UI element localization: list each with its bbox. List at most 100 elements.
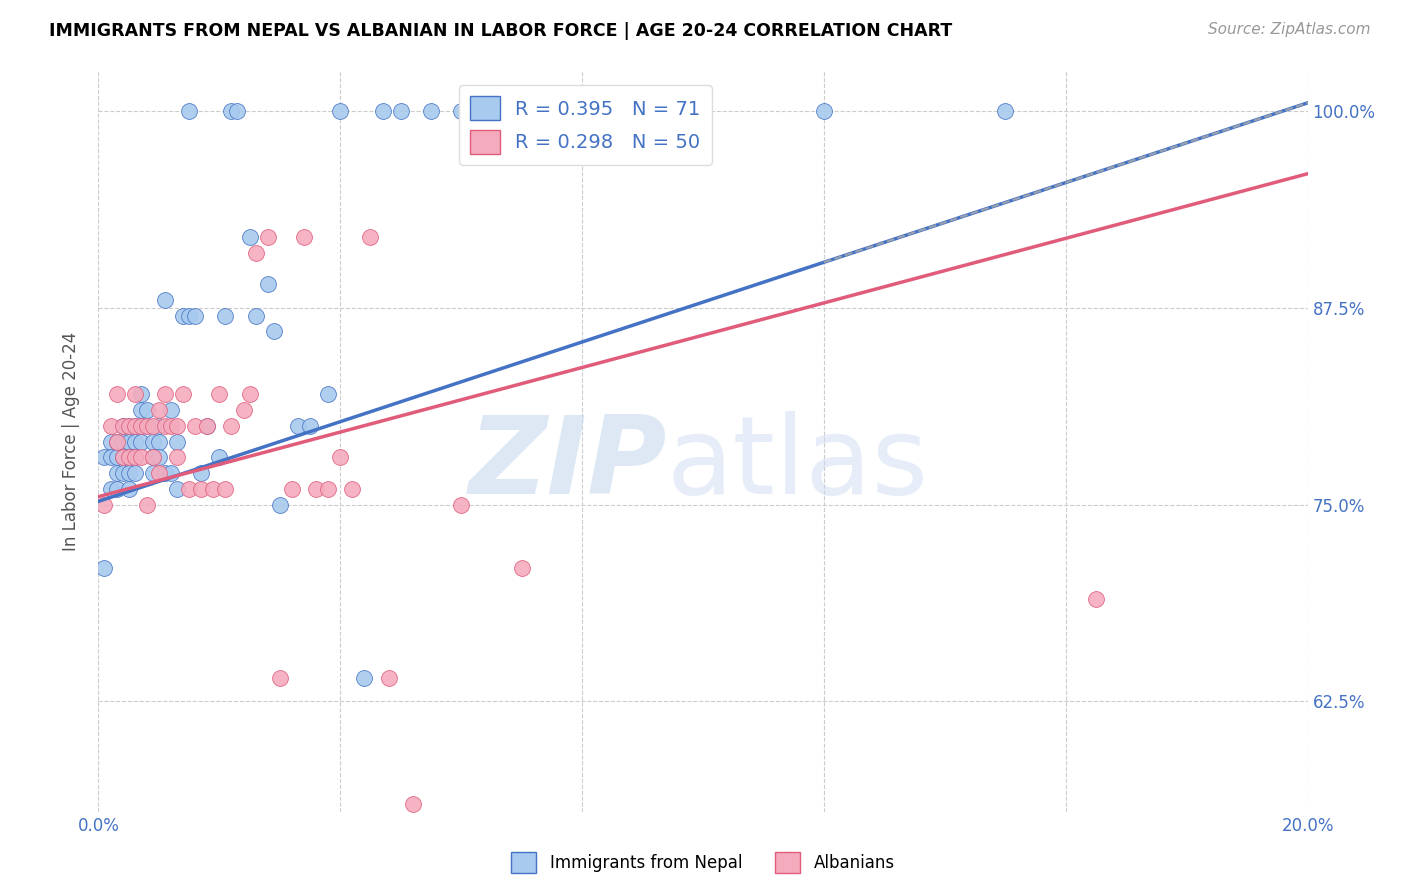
Point	[166, 482, 188, 496]
Point	[510, 560, 533, 574]
Point	[179, 103, 201, 118]
Point	[129, 403, 152, 417]
Point	[184, 418, 207, 433]
Point	[239, 387, 262, 401]
Point	[263, 324, 285, 338]
Point	[105, 387, 128, 401]
Point	[111, 466, 134, 480]
Point	[118, 450, 141, 465]
Point	[118, 418, 141, 433]
Point	[214, 482, 236, 496]
Point	[135, 418, 157, 433]
Point	[305, 482, 328, 496]
Point	[153, 387, 176, 401]
Point	[160, 418, 183, 433]
Point	[105, 434, 128, 449]
Legend: Immigrants from Nepal, Albanians: Immigrants from Nepal, Albanians	[505, 846, 901, 880]
Point	[329, 103, 352, 118]
Point	[124, 387, 146, 401]
Point	[105, 434, 128, 449]
Text: IMMIGRANTS FROM NEPAL VS ALBANIAN IN LABOR FORCE | AGE 20-24 CORRELATION CHART: IMMIGRANTS FROM NEPAL VS ALBANIAN IN LAB…	[49, 22, 952, 40]
Point	[232, 403, 254, 417]
Point	[93, 498, 115, 512]
Point	[281, 482, 304, 496]
Point	[105, 482, 128, 496]
Point	[299, 418, 322, 433]
Point	[510, 103, 533, 118]
Point	[239, 229, 262, 244]
Point	[179, 482, 201, 496]
Point	[124, 434, 146, 449]
Point	[571, 103, 593, 118]
Point	[269, 498, 291, 512]
Point	[256, 277, 278, 291]
Point	[692, 103, 714, 118]
Point	[142, 450, 165, 465]
Point	[420, 103, 443, 118]
Point	[208, 450, 231, 465]
Point	[124, 418, 146, 433]
Point	[129, 387, 152, 401]
Point	[166, 418, 188, 433]
Point	[118, 418, 141, 433]
Point	[450, 498, 472, 512]
Point	[129, 418, 152, 433]
Point	[402, 797, 425, 811]
Point	[208, 387, 231, 401]
Point	[124, 466, 146, 480]
Point	[93, 450, 115, 465]
Text: Source: ZipAtlas.com: Source: ZipAtlas.com	[1208, 22, 1371, 37]
Point	[135, 418, 157, 433]
Point	[179, 309, 201, 323]
Point	[153, 293, 176, 307]
Point	[111, 450, 134, 465]
Point	[118, 466, 141, 480]
Point	[360, 229, 382, 244]
Point	[129, 434, 152, 449]
Point	[124, 418, 146, 433]
Point	[377, 671, 399, 685]
Point	[111, 434, 134, 449]
Point	[100, 482, 122, 496]
Point	[269, 671, 291, 685]
Point	[148, 418, 170, 433]
Point	[124, 450, 146, 465]
Point	[129, 450, 152, 465]
Point	[202, 482, 225, 496]
Point	[118, 450, 141, 465]
Point	[450, 103, 472, 118]
Y-axis label: In Labor Force | Age 20-24: In Labor Force | Age 20-24	[62, 332, 80, 551]
Point	[316, 482, 339, 496]
Point	[142, 450, 165, 465]
Point	[190, 466, 212, 480]
Text: ZIP: ZIP	[468, 410, 666, 516]
Point	[135, 498, 157, 512]
Point	[329, 450, 352, 465]
Point	[111, 418, 134, 433]
Point	[129, 418, 152, 433]
Point	[118, 434, 141, 449]
Point	[631, 103, 654, 118]
Point	[292, 229, 315, 244]
Point	[245, 309, 267, 323]
Legend: R = 0.395   N = 71, R = 0.298   N = 50: R = 0.395 N = 71, R = 0.298 N = 50	[458, 85, 711, 165]
Point	[389, 103, 412, 118]
Point	[153, 466, 176, 480]
Point	[142, 418, 165, 433]
Point	[481, 103, 503, 118]
Point	[221, 103, 243, 118]
Point	[135, 403, 157, 417]
Point	[287, 418, 309, 433]
Point	[160, 403, 183, 417]
Point	[994, 103, 1017, 118]
Point	[166, 434, 188, 449]
Point	[166, 450, 188, 465]
Point	[148, 466, 170, 480]
Point	[100, 434, 122, 449]
Point	[160, 466, 183, 480]
Point	[371, 103, 394, 118]
Point	[100, 450, 122, 465]
Point	[226, 103, 249, 118]
Point	[142, 466, 165, 480]
Point	[256, 229, 278, 244]
